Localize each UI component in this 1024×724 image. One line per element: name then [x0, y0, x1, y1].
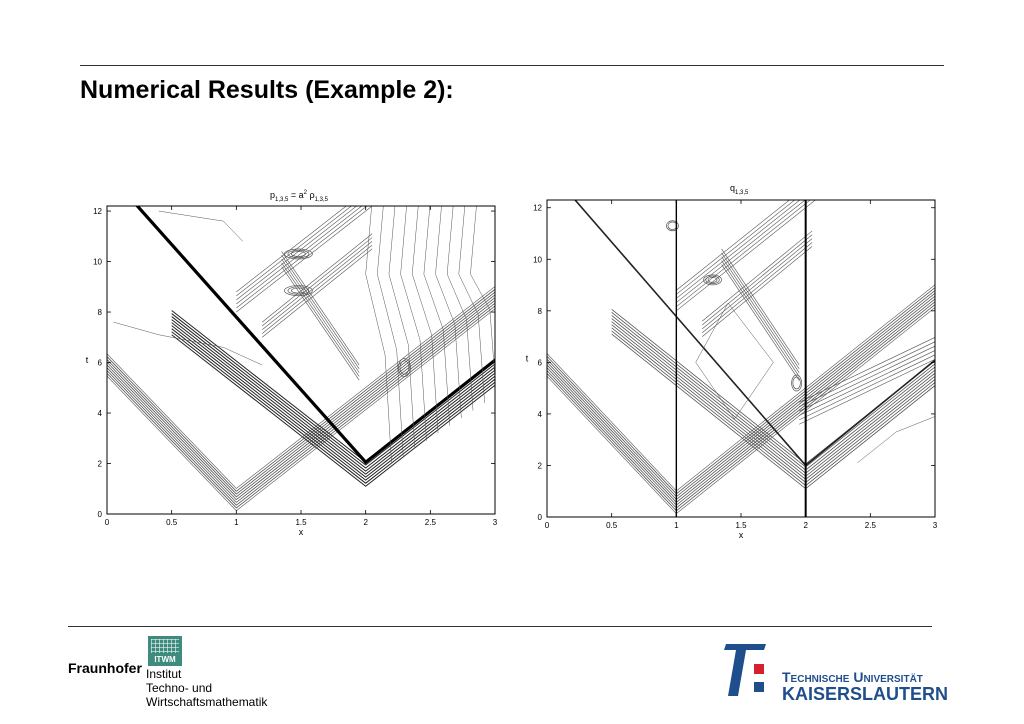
fraunhofer-name: Fraunhofer [68, 660, 142, 676]
secondary-line [262, 248, 373, 338]
wave-v2-line [171, 325, 495, 478]
tu-name: Technische Universität Kaiserslautern [782, 669, 949, 704]
secondary-line [281, 266, 360, 381]
right-region-line [411, 206, 439, 434]
right-region-line [400, 206, 427, 441]
secondary-line [281, 262, 360, 377]
right-region-line [458, 206, 485, 403]
x-tick-label: 1 [234, 518, 239, 527]
secondary-line [281, 258, 360, 373]
institute-name: Institut Techno- und Wirtschaftsmathemat… [146, 667, 268, 709]
contour-ellipse [287, 286, 310, 295]
x-tick-label: 1.5 [295, 518, 307, 527]
tu-emblem-icon [724, 644, 766, 696]
wave-v1-line [107, 302, 495, 506]
right-region-line [365, 206, 392, 464]
wave-v1-line [107, 297, 495, 501]
contour-lines [107, 206, 495, 514]
contour-ellipse [284, 248, 313, 260]
wave-v1-line [107, 299, 495, 503]
x-tick-label: 2 [363, 518, 368, 527]
secondary-line [236, 206, 347, 293]
y-tick-label: 4 [98, 409, 103, 418]
shock-line [135, 206, 495, 465]
right-region-line [388, 206, 416, 449]
y-tick-label: 0 [98, 510, 103, 519]
wave-v2-line [171, 328, 495, 481]
contour-ellipse [287, 249, 310, 259]
contour-ellipse [291, 251, 306, 257]
secondary-line [262, 233, 373, 323]
spacer [229, 324, 474, 514]
wave-v2-line [171, 322, 495, 475]
wave-v2-line [171, 310, 495, 463]
left-region-line [113, 321, 263, 366]
secondary-line [281, 251, 360, 366]
x-tick-label: 2.5 [425, 518, 437, 527]
wave-v2-line [171, 331, 495, 484]
left-region-line [158, 210, 243, 242]
y-tick-label: 2 [98, 460, 103, 469]
wave-v1-line [107, 288, 495, 492]
y-axis-label: t [86, 355, 89, 365]
wave-v1-line [107, 305, 495, 509]
right-region-line [470, 206, 495, 382]
contour-ellipse [398, 358, 411, 377]
secondary-line [281, 255, 360, 370]
x-tick-label: 3 [493, 518, 498, 527]
y-tick-label: 8 [98, 308, 103, 317]
x-tick-label: 0.5 [166, 518, 178, 527]
right-region-line [423, 206, 450, 426]
axes-box [106, 205, 496, 515]
right-region-line [446, 206, 474, 411]
itwm-logo-icon: ITWM [148, 636, 182, 666]
spacer [229, 328, 468, 514]
spacer [229, 320, 479, 514]
wave-v1-line [107, 294, 495, 498]
y-tick-label: 6 [98, 359, 103, 368]
wave-v1-line [107, 291, 495, 495]
plot-q-title: q1,3,5 [730, 183, 749, 196]
wave-v2-line [171, 316, 495, 469]
contour-ellipse [399, 360, 410, 375]
secondary-line [236, 206, 352, 297]
plot-p-title: p1,3,5 = a2 ρ1,3,5 [270, 190, 328, 203]
spacer [229, 332, 463, 514]
secondary-line [236, 206, 358, 301]
y-tick-label: 12 [93, 207, 102, 216]
wave-v2-line [171, 334, 495, 487]
slide-title: Numerical Results (Example 2): [80, 76, 454, 104]
secondary-line [262, 237, 373, 327]
right-region-line [377, 206, 404, 456]
wave-v2-line [171, 313, 495, 466]
bottom-rule [68, 626, 932, 627]
contour-ellipse [291, 287, 306, 294]
secondary-line [236, 206, 373, 313]
right-region-line [435, 206, 462, 419]
secondary-line [236, 206, 363, 305]
secondary-line [262, 241, 373, 330]
x-tick-label: 0 [105, 518, 110, 527]
top-rule [80, 65, 944, 66]
spacer [229, 312, 483, 509]
x-axis-label: x [299, 527, 304, 537]
y-tick-label: 10 [93, 258, 102, 267]
wave-v2-line [171, 319, 495, 472]
spacer [229, 316, 483, 513]
secondary-line [262, 244, 373, 334]
wave-v1-line [107, 286, 495, 489]
contour-ellipse [284, 285, 313, 296]
